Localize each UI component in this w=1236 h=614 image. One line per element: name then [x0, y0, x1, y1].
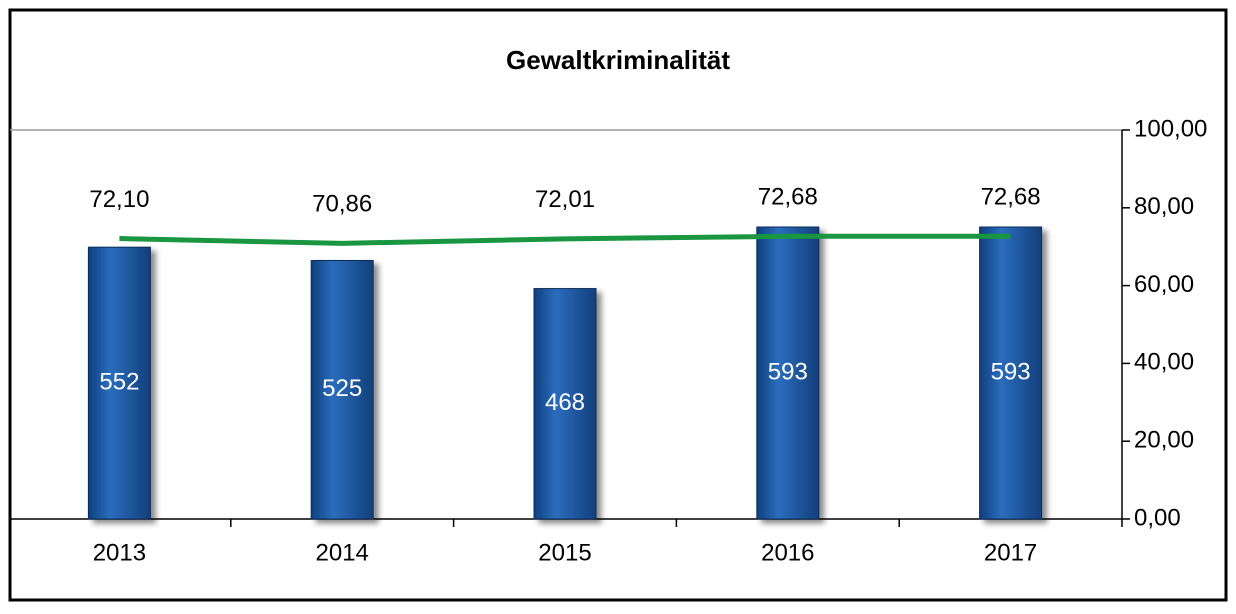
y2-tick-label: 80,00	[1134, 193, 1194, 220]
y2-tick-label: 20,00	[1134, 427, 1194, 454]
y2-tick-label: 0,00	[1134, 504, 1181, 531]
bar	[979, 226, 1043, 520]
bar-label: 593	[768, 358, 808, 385]
x-tick-label: 2016	[761, 539, 814, 566]
line-label: 72,01	[535, 186, 595, 213]
bar	[756, 226, 820, 520]
bar	[533, 288, 597, 520]
chart-border	[8, 8, 1228, 602]
x-tick-label: 2014	[316, 539, 369, 566]
bar-label: 468	[545, 389, 585, 416]
bar	[310, 259, 374, 520]
line	[119, 233, 1011, 246]
y2-tick-label: 100,00	[1134, 115, 1207, 142]
x-tick-label: 2015	[538, 539, 591, 566]
chart-title: Gewaltkriminalität	[506, 45, 730, 75]
bar-label: 593	[991, 358, 1031, 385]
line-label: 72,68	[981, 184, 1041, 211]
line-label: 72,68	[758, 184, 818, 211]
x-tick-label: 2017	[984, 539, 1037, 566]
bar-label: 525	[322, 375, 362, 402]
y2-tick-label: 60,00	[1134, 271, 1194, 298]
bar	[87, 246, 151, 520]
line-label: 70,86	[312, 191, 372, 218]
line-label: 72,10	[89, 186, 149, 213]
bar-label: 552	[99, 368, 139, 395]
x-tick-label: 2013	[93, 539, 146, 566]
y2-tick-label: 40,00	[1134, 349, 1194, 376]
